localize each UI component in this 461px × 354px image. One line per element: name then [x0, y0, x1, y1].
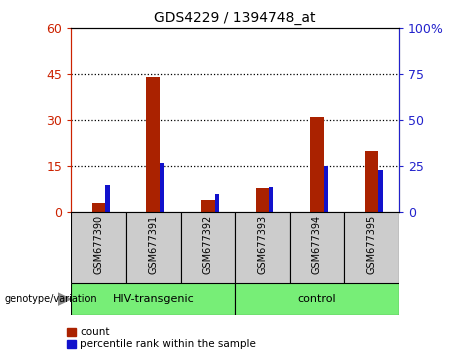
Title: GDS4229 / 1394748_at: GDS4229 / 1394748_at [154, 11, 316, 24]
Bar [92, 203, 106, 212]
FancyBboxPatch shape [235, 212, 290, 283]
Bar [324, 166, 328, 212]
FancyBboxPatch shape [126, 212, 181, 283]
Bar [255, 188, 269, 212]
FancyBboxPatch shape [235, 283, 399, 315]
Bar [160, 163, 164, 212]
Polygon shape [58, 293, 71, 305]
Legend: count, percentile rank within the sample: count, percentile rank within the sample [67, 327, 256, 349]
Bar [214, 194, 219, 212]
Text: GSM677391: GSM677391 [148, 215, 158, 274]
Bar [365, 151, 378, 212]
FancyBboxPatch shape [344, 212, 399, 283]
Text: genotype/variation: genotype/variation [5, 294, 97, 304]
Bar [147, 78, 160, 212]
Text: HIV-transgenic: HIV-transgenic [112, 294, 194, 304]
Text: GSM677393: GSM677393 [257, 215, 267, 274]
Text: GSM677392: GSM677392 [203, 215, 213, 274]
Text: GSM677390: GSM677390 [94, 215, 104, 274]
Text: control: control [298, 294, 336, 304]
Bar [106, 185, 110, 212]
Bar [201, 200, 215, 212]
FancyBboxPatch shape [71, 212, 126, 283]
Text: GSM677395: GSM677395 [366, 215, 377, 274]
Bar [269, 187, 273, 212]
FancyBboxPatch shape [71, 283, 235, 315]
FancyBboxPatch shape [290, 212, 344, 283]
Bar [378, 170, 383, 212]
Text: GSM677394: GSM677394 [312, 215, 322, 274]
Bar [310, 117, 324, 212]
FancyBboxPatch shape [181, 212, 235, 283]
